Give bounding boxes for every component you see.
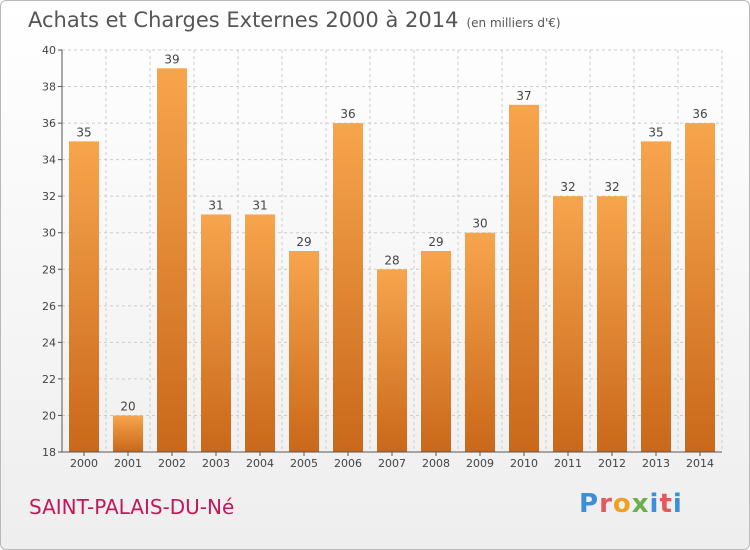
title-text: Achats et Charges Externes 2000 à 2014 xyxy=(28,8,459,32)
bar xyxy=(289,251,319,452)
chart-title: Achats et Charges Externes 2000 à 2014 (e… xyxy=(28,8,561,32)
bar-value-label: 35 xyxy=(76,125,91,139)
bar-value-label: 31 xyxy=(208,198,223,212)
x-tick-label: 2002 xyxy=(158,457,186,470)
x-tick-label: 2005 xyxy=(290,457,318,470)
bar xyxy=(597,196,627,452)
x-tick-label: 2010 xyxy=(510,457,538,470)
y-tick-label: 24 xyxy=(42,336,56,349)
x-tick-label: 2007 xyxy=(378,457,406,470)
bar-value-label: 36 xyxy=(340,107,355,121)
x-tick-label: 2011 xyxy=(554,457,582,470)
bar xyxy=(685,123,715,452)
y-tick-label: 38 xyxy=(42,81,56,94)
bar-value-label: 39 xyxy=(164,52,179,66)
bar-value-label: 29 xyxy=(428,235,443,249)
bar-value-label: 36 xyxy=(692,107,707,121)
logo-letter: i xyxy=(649,489,660,519)
logo-letter: x xyxy=(631,489,650,519)
y-tick-label: 40 xyxy=(42,44,56,57)
x-tick-label: 2001 xyxy=(114,457,142,470)
bar-value-label: 37 xyxy=(516,89,531,103)
x-tick-label: 2012 xyxy=(598,457,626,470)
logo-letter: o xyxy=(612,489,632,519)
x-tick-label: 2004 xyxy=(246,457,274,470)
x-tick-label: 2014 xyxy=(686,457,714,470)
bar xyxy=(421,251,451,452)
x-tick-label: 2009 xyxy=(466,457,494,470)
commune-name: SAINT-PALAIS-DU-Né xyxy=(29,495,235,519)
bar-value-label: 35 xyxy=(648,125,663,139)
x-tick-label: 2006 xyxy=(334,457,362,470)
bar xyxy=(465,232,495,452)
y-tick-label: 34 xyxy=(42,154,56,167)
y-tick-label: 26 xyxy=(42,300,56,313)
x-tick-label: 2003 xyxy=(202,457,230,470)
logo-letter: i xyxy=(672,489,683,519)
bar xyxy=(245,214,275,452)
x-tick-label: 2013 xyxy=(642,457,670,470)
bar xyxy=(157,68,187,452)
bar xyxy=(553,196,583,452)
y-tick-label: 32 xyxy=(42,190,56,203)
x-tick-label: 2008 xyxy=(422,457,450,470)
logo-letter: r xyxy=(599,489,613,519)
y-tick-label: 20 xyxy=(42,409,56,422)
logo-letter: t xyxy=(659,489,673,519)
bar xyxy=(641,141,671,452)
bar xyxy=(333,123,363,452)
bar-value-label: 20 xyxy=(120,399,135,413)
bar xyxy=(201,214,231,452)
bar-value-label: 30 xyxy=(472,217,487,231)
y-tick-label: 18 xyxy=(42,446,56,459)
bar-value-label: 32 xyxy=(560,180,575,194)
bar-value-label: 28 xyxy=(384,253,399,267)
y-tick-label: 36 xyxy=(42,117,56,130)
y-tick-label: 22 xyxy=(42,373,56,386)
y-tick-label: 28 xyxy=(42,263,56,276)
y-tick-label: 30 xyxy=(42,227,56,240)
logo-letter: P xyxy=(579,489,600,519)
bar xyxy=(69,141,99,452)
bar-value-label: 29 xyxy=(296,235,311,249)
bar-value-label: 31 xyxy=(252,198,267,212)
chart-subtitle: (en milliers d'€) xyxy=(466,16,561,30)
bar xyxy=(377,269,407,452)
bar xyxy=(113,415,143,452)
bar-value-label: 32 xyxy=(604,180,619,194)
x-tick-label: 2000 xyxy=(70,457,98,470)
proxiti-logo: Proxiti xyxy=(579,489,683,519)
bar xyxy=(509,104,539,453)
